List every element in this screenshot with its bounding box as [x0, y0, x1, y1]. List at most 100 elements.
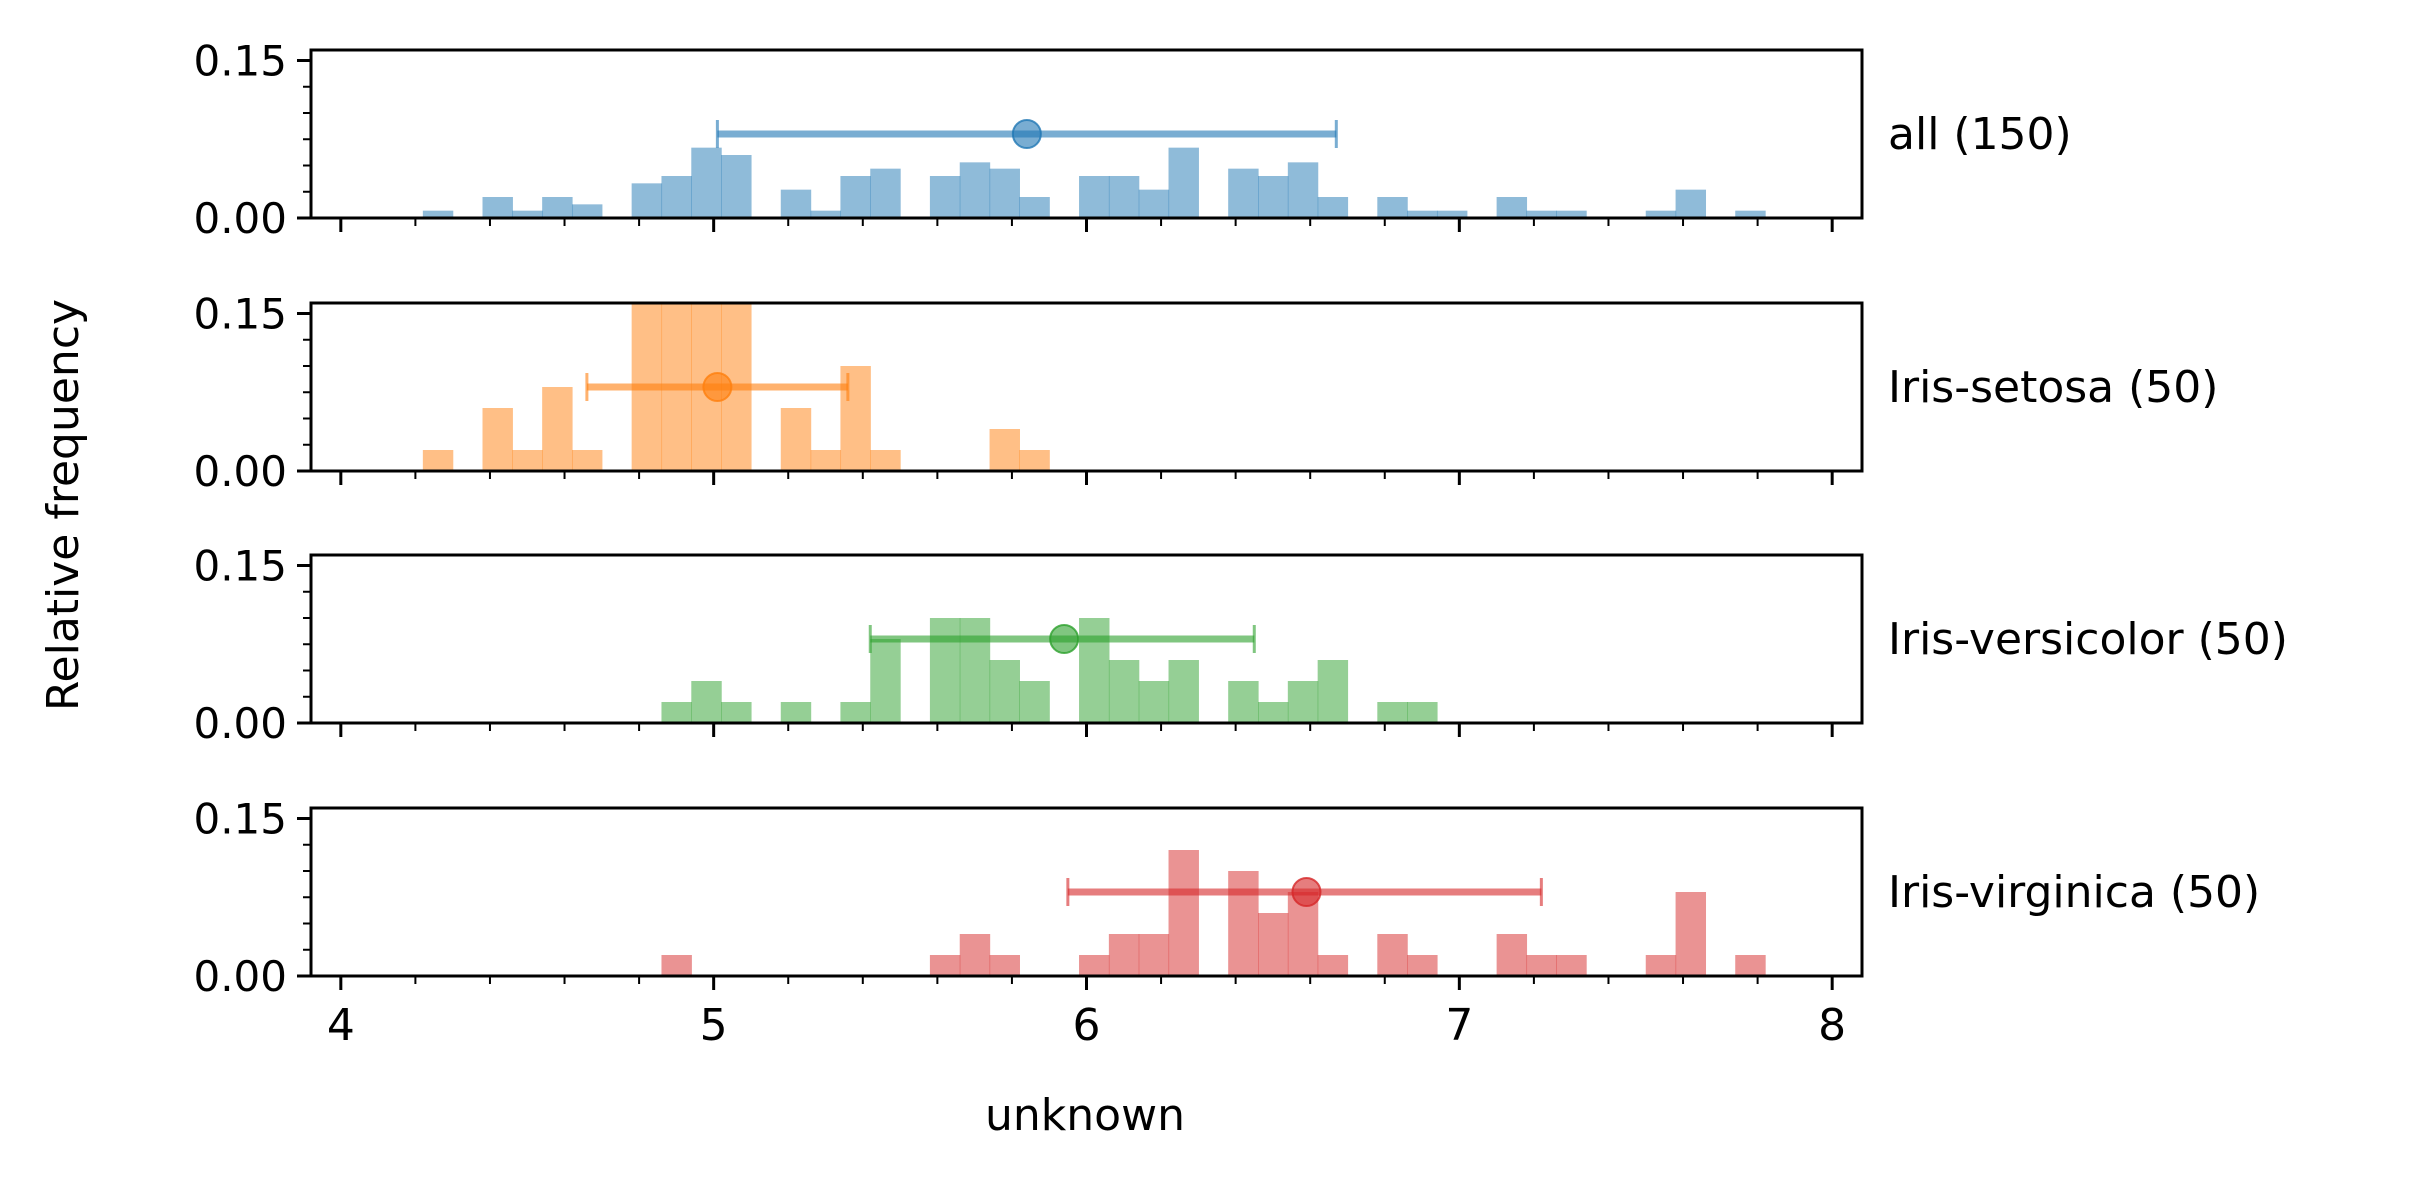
histogram-bar: [1287, 162, 1319, 218]
x-tick-label: 5: [700, 1000, 728, 1051]
mean-marker: [1049, 624, 1080, 654]
histogram-bar: [780, 189, 812, 218]
histogram-bar: [1168, 660, 1199, 723]
histogram-bar: [1526, 210, 1557, 218]
histogram-bar: [1377, 702, 1408, 723]
histogram-bar: [1108, 176, 1140, 218]
histogram-bar: [482, 197, 513, 218]
histogram-bar: [929, 955, 961, 976]
histogram-bar: [929, 618, 961, 723]
histogram-bar: [1735, 955, 1766, 976]
histogram-bar: [989, 429, 1020, 471]
histogram-bar: [1675, 189, 1707, 218]
histogram-bar: [1317, 955, 1349, 976]
histogram-bar: [1108, 934, 1140, 976]
histogram-bar: [1645, 210, 1677, 218]
histogram-bar: [1079, 176, 1110, 218]
histogram-bar: [1019, 450, 1050, 471]
histogram-bar: [691, 681, 722, 723]
y-tick-label: 0.00: [193, 699, 287, 748]
histogram-bar: [1228, 168, 1259, 218]
histogram-bar: [1317, 197, 1349, 218]
histogram-bar: [422, 210, 454, 218]
histogram-bar: [1168, 850, 1199, 976]
histogram-bar: [1019, 681, 1050, 723]
histogram-bar: [1436, 210, 1468, 218]
histogram-bar: [691, 147, 722, 218]
histogram-bar: [870, 450, 901, 471]
histogram-bar: [959, 162, 991, 218]
histogram-bar: [959, 934, 991, 976]
y-tick-label: 0.15: [193, 542, 287, 591]
histogram-bar: [1407, 702, 1438, 723]
histogram-bar: [1377, 934, 1408, 976]
histogram-bar: [661, 955, 692, 976]
histogram-bar: [721, 702, 752, 723]
mean-marker: [702, 372, 733, 402]
histogram-bar: [571, 450, 603, 471]
histogram-bar: [989, 168, 1020, 218]
panel-3: 0.00 0.15 Iris-virginica (50) 4 5 6 7 8: [193, 795, 2260, 1052]
histogram-bar: [1377, 197, 1408, 218]
histogram-bar: [840, 366, 871, 471]
histogram-bar: [1138, 934, 1170, 976]
histogram-bar: [512, 450, 543, 471]
histogram-bar: [661, 176, 692, 218]
histogram-bar: [1496, 197, 1528, 218]
x-tick-label: 7: [1445, 1000, 1473, 1051]
histogram-bar: [810, 210, 842, 218]
mean-marker: [1011, 119, 1042, 149]
histogram-bar: [840, 702, 871, 723]
histogram-bar: [482, 408, 513, 471]
histogram-bar: [959, 618, 991, 723]
panel-label: all (150): [1888, 109, 2072, 160]
histogram-bar: [422, 450, 454, 471]
panels-group: 0.00 0.15 all (150) 0.00 0.15 Iris-setosa (50…: [193, 37, 2287, 1052]
histogram-bar: [1258, 176, 1289, 218]
histogram-bar: [512, 210, 543, 218]
histogram-bar: [1258, 702, 1289, 723]
histogram-bar: [1526, 955, 1557, 976]
histogram-bar: [1556, 210, 1587, 218]
panel-2: 0.00 0.15 Iris-versicolor (50): [193, 542, 2287, 749]
histogram-bar: [870, 639, 901, 723]
histogram-bar: [870, 168, 901, 218]
histogram-bar: [1407, 955, 1438, 976]
y-tick-label: 0.00: [193, 194, 287, 243]
histogram-bar: [840, 176, 871, 218]
y-tick-label: 0.15: [193, 795, 287, 844]
histogram-bar: [1317, 660, 1349, 723]
histogram-bar: [1735, 210, 1766, 218]
y-tick-label: 0.00: [193, 952, 287, 1001]
histogram-bar: [571, 204, 603, 218]
panel-0: 0.00 0.15 all (150): [193, 37, 2071, 244]
histogram-bar: [721, 155, 752, 218]
panel-1: 0.00 0.15 Iris-setosa (50): [193, 290, 2218, 497]
y-tick-label: 0.15: [193, 37, 287, 86]
histogram-bar: [929, 176, 961, 218]
histogram-bar: [1407, 210, 1438, 218]
mean-marker: [1291, 877, 1322, 907]
histogram-bar: [661, 702, 692, 723]
histogram-bar: [1138, 189, 1170, 218]
histogram-bar: [810, 450, 842, 471]
panel-label: Iris-setosa (50): [1888, 362, 2218, 413]
histogram-bar: [1228, 681, 1259, 723]
panel-label: Iris-virginica (50): [1888, 867, 2260, 918]
histogram-bar: [1079, 955, 1110, 976]
histogram-bar: [1675, 892, 1707, 976]
y-tick-label: 0.15: [193, 290, 287, 339]
histogram-bar: [1228, 871, 1259, 976]
x-tick-label: 8: [1818, 1000, 1846, 1051]
x-tick-label: 4: [327, 1000, 355, 1051]
histogram-bar: [1258, 913, 1289, 976]
histogram-bar: [1138, 681, 1170, 723]
x-axis-label: unknown: [985, 1090, 1185, 1141]
histogram-bar: [1496, 934, 1528, 976]
histogram-bar: [989, 660, 1020, 723]
histogram-bar: [1019, 197, 1050, 218]
histogram-bar: [1108, 660, 1140, 723]
histogram-bar: [780, 408, 812, 471]
x-tick-label: 6: [1073, 1000, 1101, 1051]
